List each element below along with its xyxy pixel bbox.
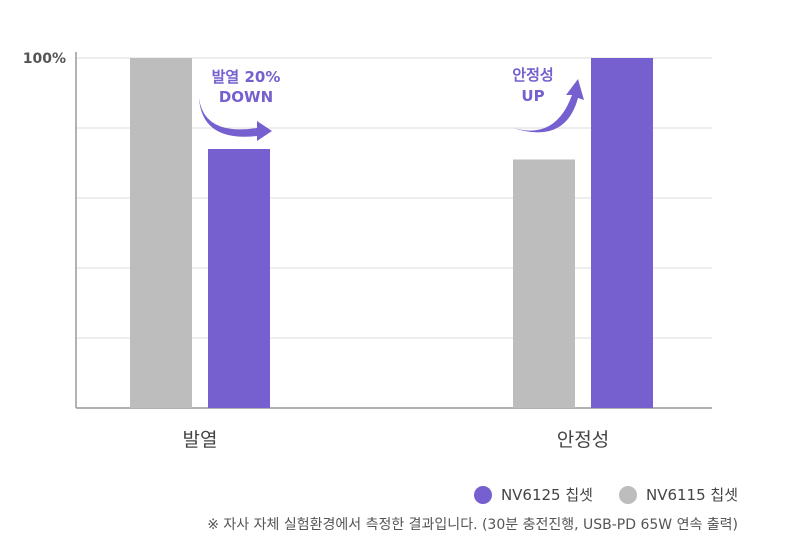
legend-swatch-nv6125	[473, 485, 492, 504]
bar	[591, 58, 653, 408]
legend-item-nv6115: NV6115 칩셋	[618, 484, 738, 505]
footnote: ※ 자사 자체 실험환경에서 측정한 결과입니다. (30분 충전진행, USB…	[207, 517, 738, 533]
annotation-line1: 발열 20%	[212, 68, 281, 86]
annotation-line2: UP	[521, 87, 544, 105]
annotation-line2: DOWN	[219, 88, 273, 106]
bar-chart: 100% 발열 안정성 발열 20% DOWN 안정성 UP	[23, 51, 712, 451]
annotation-arrows	[199, 79, 584, 141]
annotation-line1: 안정성	[512, 66, 553, 84]
legend-swatch-nv6115	[618, 485, 637, 504]
legend-item-nv6125: NV6125 칩셋	[473, 484, 593, 505]
bar	[513, 159, 575, 408]
legend-label-nv6125: NV6125 칩셋	[500, 486, 593, 504]
x-tick-label: 발열	[183, 429, 218, 451]
up-arrow	[510, 79, 584, 133]
legend-label-nv6115: NV6115 칩셋	[645, 486, 738, 504]
bars	[130, 58, 653, 408]
down-arrow	[199, 98, 272, 141]
bar	[208, 149, 270, 408]
legend: NV6125 칩셋 NV6115 칩셋	[448, 484, 738, 505]
bar	[130, 58, 192, 408]
x-tick-label: 안정성	[557, 429, 609, 451]
y-tick-label: 100%	[23, 51, 66, 67]
chart-labels: 100% 발열 안정성 발열 20% DOWN 안정성 UP	[23, 51, 609, 451]
